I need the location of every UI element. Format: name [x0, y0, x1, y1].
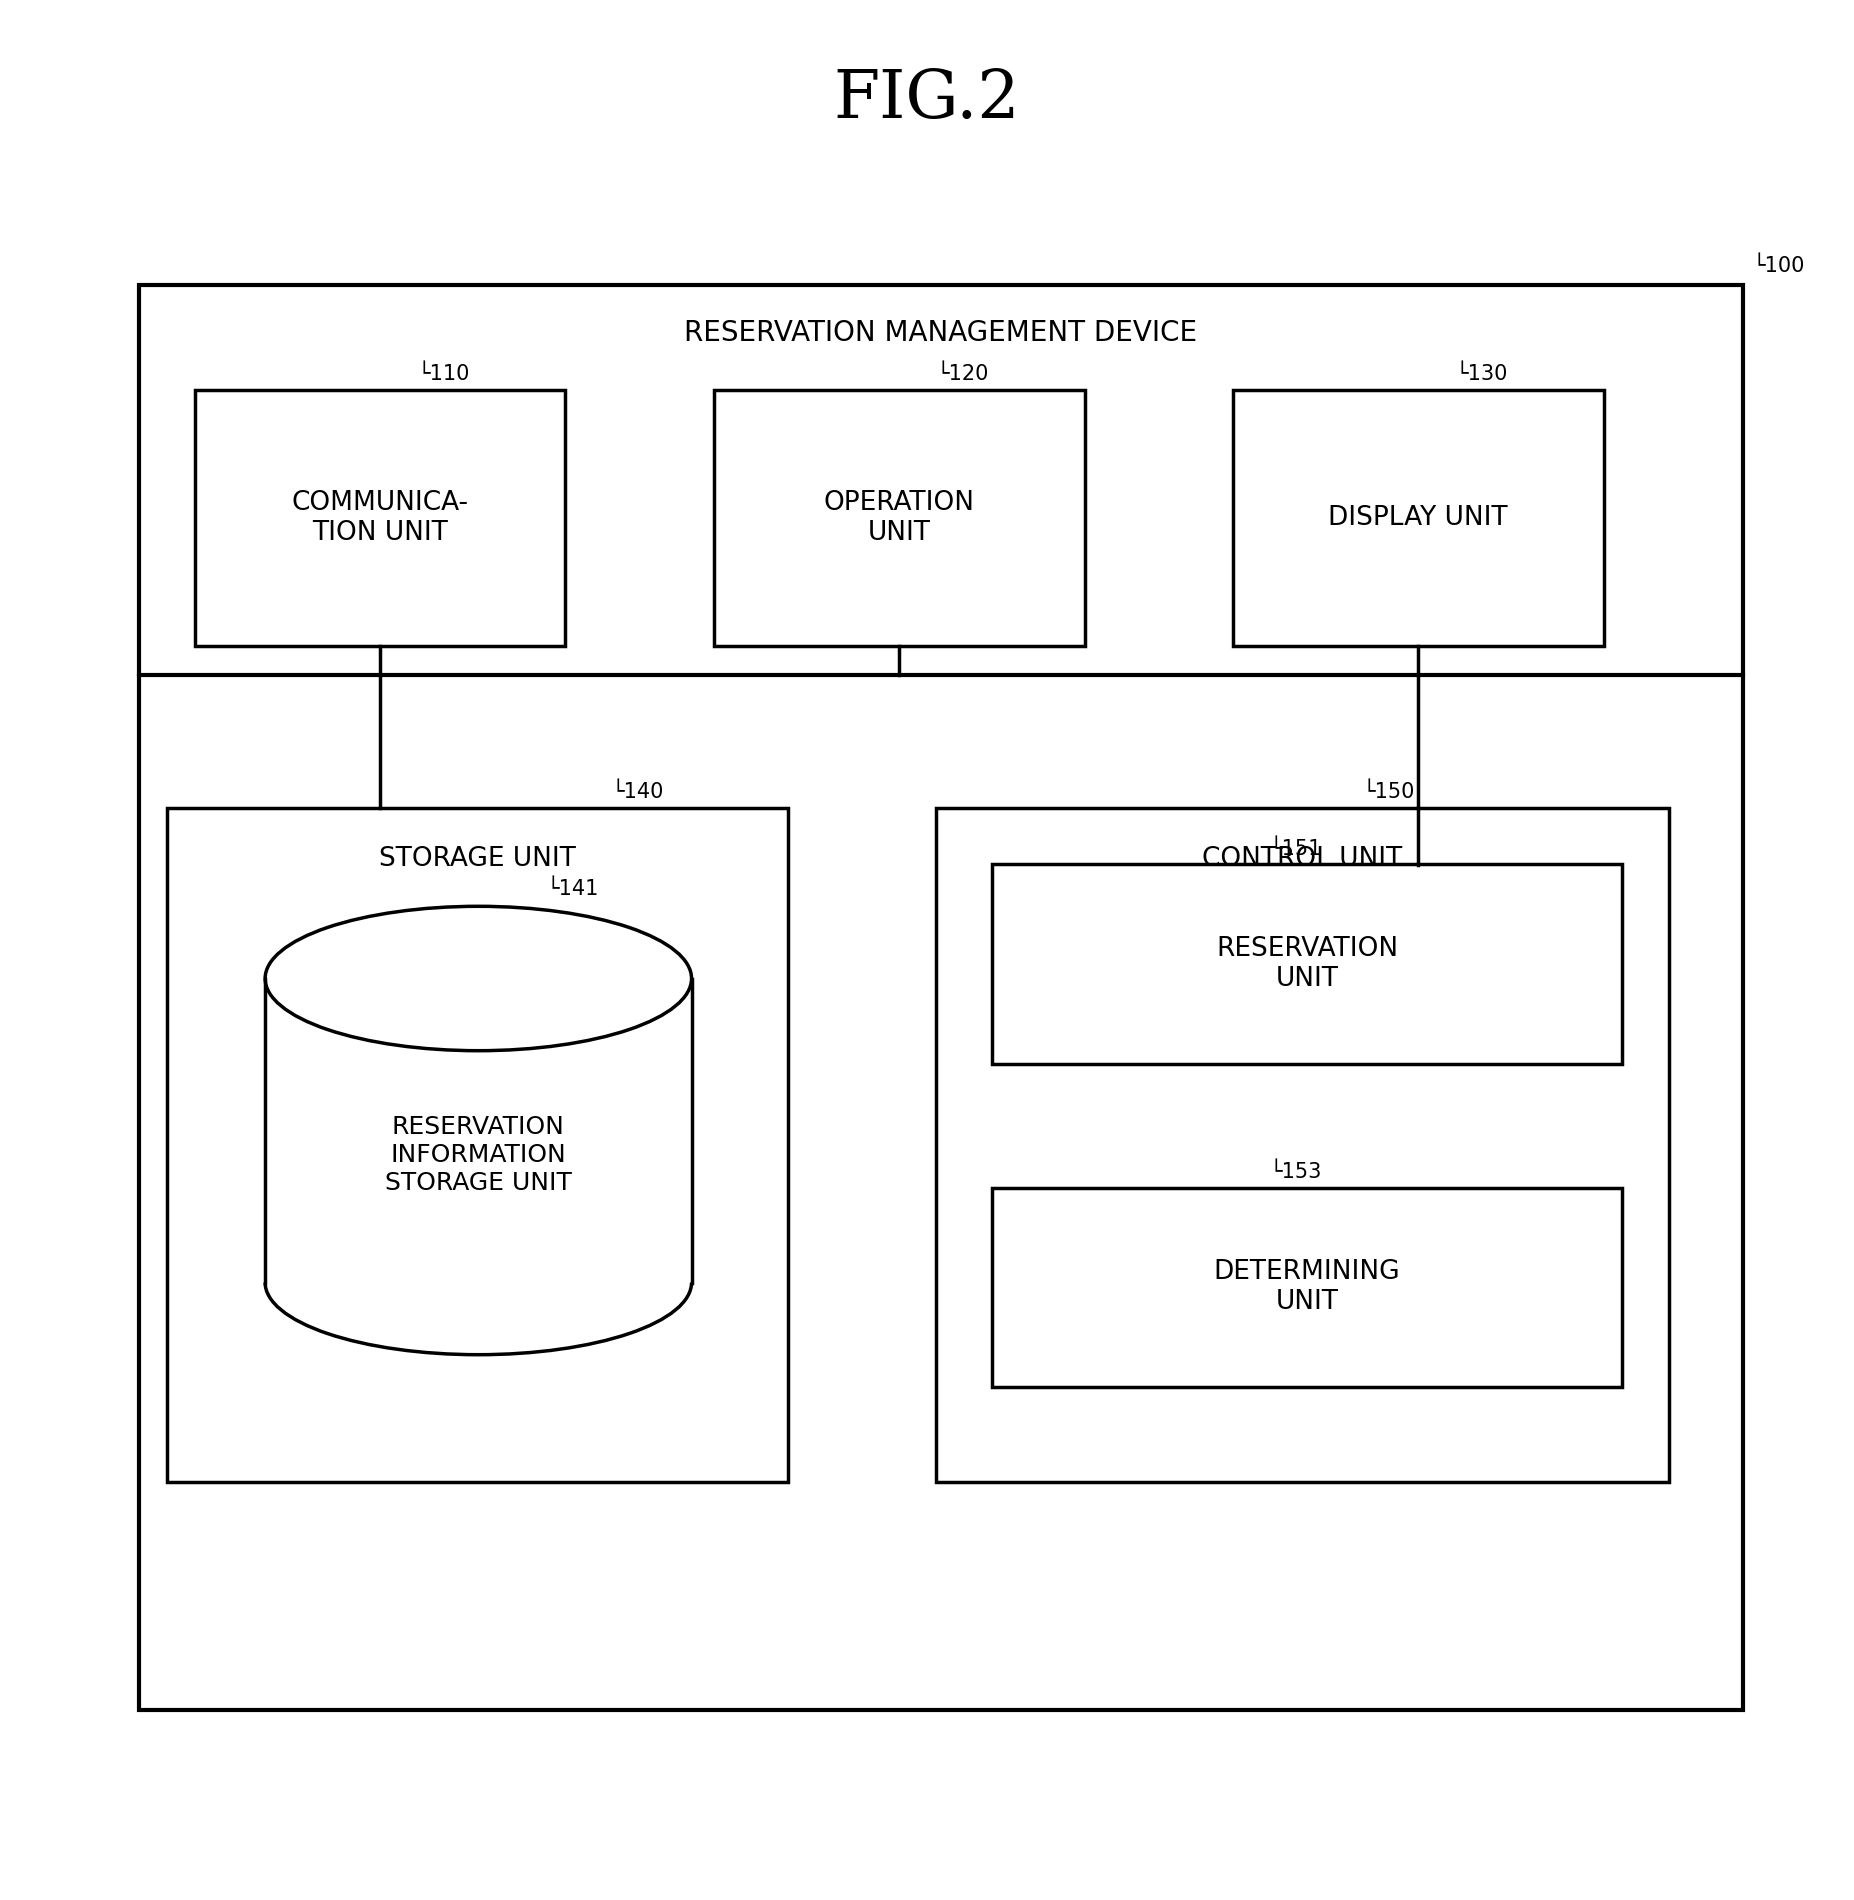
Text: └153: └153 — [1270, 1161, 1322, 1182]
Text: └120: └120 — [936, 363, 988, 384]
Text: └151: └151 — [1270, 838, 1322, 859]
Text: RESERVATION MANAGEMENT DEVICE: RESERVATION MANAGEMENT DEVICE — [684, 319, 1198, 348]
Bar — [1233, 390, 1604, 646]
Bar — [139, 285, 1743, 1710]
Text: CONTROL UNIT: CONTROL UNIT — [1201, 846, 1403, 872]
Text: DETERMINING
UNIT: DETERMINING UNIT — [1214, 1260, 1400, 1315]
Bar — [195, 390, 565, 646]
Bar — [992, 864, 1622, 1064]
Text: RESERVATION
UNIT: RESERVATION UNIT — [1216, 937, 1398, 992]
Text: COMMUNICA-
TION UNIT: COMMUNICA- TION UNIT — [291, 490, 469, 545]
Ellipse shape — [265, 906, 692, 1051]
Text: └110: └110 — [417, 363, 469, 384]
Text: └141: └141 — [547, 878, 599, 899]
Text: └140: └140 — [612, 781, 664, 802]
Bar — [167, 808, 788, 1482]
Bar — [992, 1188, 1622, 1387]
Bar — [936, 808, 1669, 1482]
Text: RESERVATION
INFORMATION
STORAGE UNIT: RESERVATION INFORMATION STORAGE UNIT — [386, 1115, 571, 1195]
Text: FIG.2: FIG.2 — [834, 66, 1020, 131]
Text: └150: └150 — [1363, 781, 1415, 802]
Text: STORAGE UNIT: STORAGE UNIT — [378, 846, 577, 872]
Bar — [265, 978, 692, 1282]
Text: └100: └100 — [1752, 255, 1804, 276]
Text: DISPLAY UNIT: DISPLAY UNIT — [1329, 505, 1507, 530]
Text: OPERATION
UNIT: OPERATION UNIT — [823, 490, 975, 545]
Text: └130: └130 — [1455, 363, 1507, 384]
Bar — [714, 390, 1085, 646]
